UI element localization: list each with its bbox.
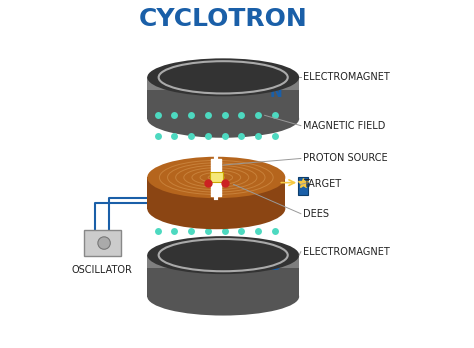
Text: S: S [270,258,281,273]
Circle shape [98,237,110,249]
Ellipse shape [147,236,299,274]
Text: MAGNETIC FIELD: MAGNETIC FIELD [302,121,385,130]
Text: ELECTROMAGNET: ELECTROMAGNET [302,247,389,257]
FancyBboxPatch shape [210,172,222,182]
Polygon shape [147,77,299,90]
Ellipse shape [147,58,299,96]
Ellipse shape [147,278,299,316]
Polygon shape [147,77,299,119]
Polygon shape [147,177,285,208]
Text: PROTON SOURCE: PROTON SOURCE [302,153,387,164]
Ellipse shape [147,100,299,138]
Polygon shape [147,255,299,268]
Polygon shape [147,255,299,296]
Text: CYCLOTRON: CYCLOTRON [139,7,308,31]
FancyBboxPatch shape [299,177,309,196]
Ellipse shape [147,157,285,198]
Text: OSCILLATOR: OSCILLATOR [72,266,133,276]
Text: N: N [270,85,283,100]
Ellipse shape [147,188,285,229]
Text: DEES: DEES [302,209,328,219]
Text: ELECTROMAGNET: ELECTROMAGNET [302,72,389,82]
Text: TARGET: TARGET [302,179,341,189]
FancyBboxPatch shape [84,230,121,256]
